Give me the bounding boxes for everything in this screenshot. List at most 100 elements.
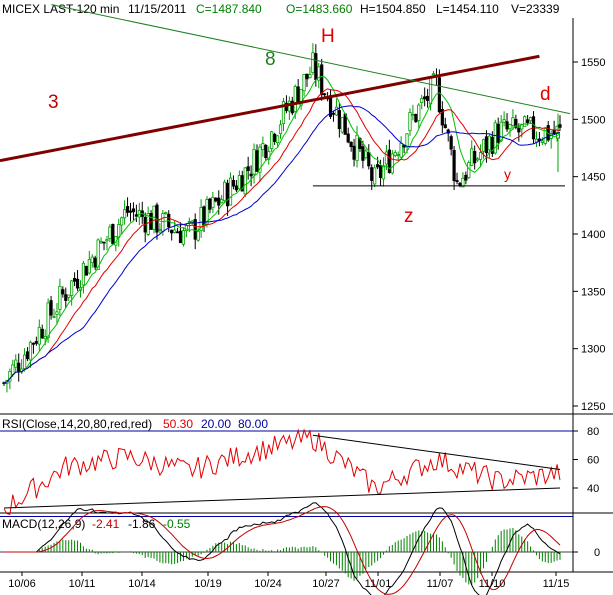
candle-body [493,122,497,154]
candle-body [264,144,268,159]
candle-body [299,89,303,106]
candle-body [120,217,124,226]
header-volume: V=23339 [511,2,560,16]
y-tick-label: 1350 [581,286,605,298]
candle-body [134,214,138,217]
candle-body [487,135,491,151]
candle-body [320,64,324,96]
candle-body [128,210,133,213]
wave-label-y: y [504,166,511,182]
trend-lines [0,4,571,187]
candle-body [290,100,294,114]
candle-body [8,371,12,382]
candle-body [452,150,456,182]
wave-label-z: z [404,206,414,227]
candle-body [46,302,50,339]
candle-body [270,131,274,149]
candle-body [223,181,227,202]
candle-body [117,224,121,238]
macd-label: MACD(12,26,9) [2,517,85,531]
ma-slow-line [3,105,561,384]
candle-body [470,148,474,166]
candle-body [164,212,168,215]
candle-body [311,52,315,74]
x-tick-label: 11/10 [479,578,506,590]
header-close: C=1487.840 [196,2,262,16]
candle-body [93,257,97,268]
candle-body [61,289,65,295]
rsi-panel [0,428,573,517]
candle-body [540,140,544,143]
x-tick-label: 10/06 [8,578,36,590]
candle-body [464,174,468,181]
candle-body [261,143,265,150]
rsi-label: RSI(Close,14,20,80,red,red) [2,417,152,431]
candle-body [234,185,239,191]
resistance-trend-line [51,4,571,115]
wave-label-3: 3 [48,92,59,113]
candle-body [275,135,280,144]
ma-fast-line [3,75,561,384]
candle-body [526,119,530,123]
axis-ticks: 10/06 10/11 10/14 10/19 10/24 10/27 11/01 11/07… [8,57,605,590]
candle-body [96,239,100,271]
rsi-line [3,428,561,516]
candle-body [393,152,397,157]
y-tick-label: 1300 [581,344,605,356]
candle-body [28,341,33,361]
candle-body [131,208,136,213]
rsi-resistance-line [312,434,561,470]
candle-body [34,341,38,344]
x-tick-label: 10/27 [312,578,340,590]
candle-body [211,196,215,208]
candle-body [296,86,300,105]
rsi-support-line [3,487,561,509]
rsi-value: 50.30 [163,417,193,431]
candle-body [14,359,18,368]
x-tick-label: 10/11 [69,578,96,590]
candle-body [228,177,233,206]
candle-body [514,118,518,128]
candle-body [237,175,241,190]
candle-body [37,326,41,345]
candle-body [267,151,271,160]
wave-label-8: 8 [265,49,276,70]
candle-body [99,241,103,244]
macd-value-2: -1.86 [128,517,156,531]
candle-body [346,133,350,143]
macd-tick-label: 0 [594,547,600,559]
candle-body [431,73,436,76]
candle-body [231,179,236,187]
candle-body [217,197,221,206]
candle-body [252,148,256,175]
candle-body [81,262,86,286]
candle-body [102,241,106,244]
candle-body [17,362,21,373]
candle-body [505,121,509,130]
candle-body [417,104,421,122]
candle-body [490,136,494,154]
candle-body [473,151,477,164]
candle-body [123,209,127,219]
candle-body [25,351,30,360]
candle-body [281,101,286,125]
candle-body [381,165,386,180]
x-tick-label: 10/14 [128,578,156,590]
candle-body [340,116,344,133]
candle-body [349,141,353,148]
moving-averages [3,75,561,384]
ma-mid-line [3,88,561,384]
y-tick-label: 1450 [581,172,605,184]
candle-body [84,266,88,276]
candle-body [87,259,91,274]
candle-body [420,98,424,103]
x-tick-label: 11/07 [427,578,454,590]
candle-body [384,151,389,165]
candle-body [478,152,483,160]
candle-body [481,139,486,152]
candle-body [196,230,200,241]
candle-body [170,229,174,234]
candle-body [278,124,283,135]
candle-body [108,226,112,239]
